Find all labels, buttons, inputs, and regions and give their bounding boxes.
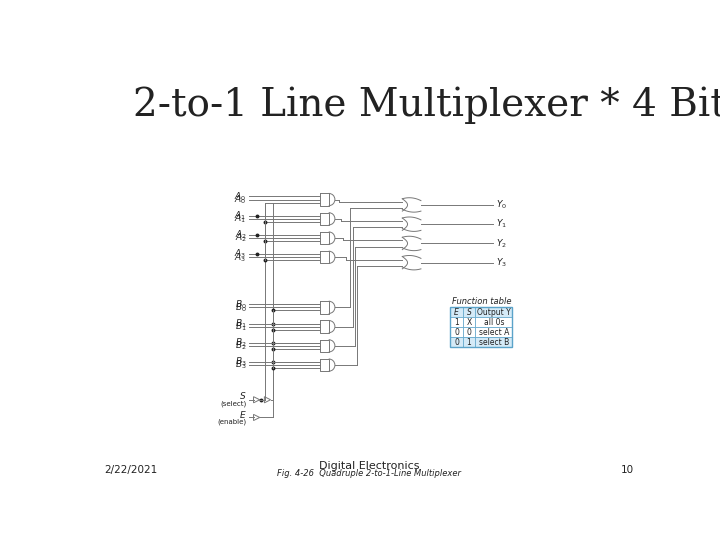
Bar <box>475 318 513 327</box>
Text: $Y_0$: $Y_0$ <box>496 199 507 211</box>
Bar <box>451 307 513 347</box>
Text: $B_2$: $B_2$ <box>235 340 246 352</box>
Text: 2/22/2021: 2/22/2021 <box>104 465 157 475</box>
Text: $A_0$: $A_0$ <box>234 193 246 206</box>
Text: (select): (select) <box>220 400 246 407</box>
Text: $A_1$: $A_1$ <box>235 210 246 222</box>
Text: $B_0$: $B_0$ <box>235 301 246 314</box>
Text: 2-to-1 Line Multiplexer * 4 Bits: 2-to-1 Line Multiplexer * 4 Bits <box>132 86 720 124</box>
Text: $A_1$: $A_1$ <box>235 213 246 225</box>
Bar <box>463 338 475 347</box>
Text: $B_0$: $B_0$ <box>235 298 246 310</box>
Text: 0: 0 <box>454 338 459 347</box>
Bar <box>451 338 463 347</box>
Text: 0: 0 <box>467 328 472 337</box>
Text: (enable): (enable) <box>217 418 246 424</box>
Bar <box>475 327 513 338</box>
Bar <box>451 327 463 338</box>
Text: X: X <box>467 318 472 327</box>
Text: select A: select A <box>479 328 509 337</box>
Text: $B_3$: $B_3$ <box>235 356 246 368</box>
Text: 0: 0 <box>454 328 459 337</box>
Text: S: S <box>467 308 472 317</box>
Text: $B_2$: $B_2$ <box>235 336 246 349</box>
Text: $Y_2$: $Y_2$ <box>496 237 507 249</box>
Text: $Y_1$: $Y_1$ <box>496 218 507 231</box>
Text: $Y_3$: $Y_3$ <box>496 256 507 269</box>
Text: $A_3$: $A_3$ <box>235 251 246 264</box>
Text: Output Y: Output Y <box>477 308 510 317</box>
Text: $A_2$: $A_2$ <box>235 229 246 241</box>
Text: $B_3$: $B_3$ <box>235 359 246 372</box>
Text: Digital Electronics: Digital Electronics <box>319 461 419 471</box>
Bar <box>463 318 475 327</box>
Bar <box>451 318 463 327</box>
Bar <box>463 307 475 318</box>
Text: $A_3$: $A_3$ <box>235 248 246 260</box>
Text: $A_0$: $A_0$ <box>234 190 246 202</box>
Text: 1: 1 <box>454 318 459 327</box>
Text: all 0s: all 0s <box>484 318 504 327</box>
Bar <box>475 338 513 347</box>
Text: Fig. 4-26  Quadruple 2-to-1-Line Multiplexer: Fig. 4-26 Quadruple 2-to-1-Line Multiple… <box>277 469 461 478</box>
Text: 1: 1 <box>467 338 472 347</box>
Bar <box>451 307 463 318</box>
Text: $B_1$: $B_1$ <box>235 320 246 333</box>
Text: select B: select B <box>479 338 509 347</box>
Text: $E$: $E$ <box>239 409 246 420</box>
Text: 10: 10 <box>621 465 634 475</box>
Text: E: E <box>454 308 459 317</box>
Text: Function table: Function table <box>451 296 511 306</box>
Text: $B_1$: $B_1$ <box>235 318 246 330</box>
Bar <box>475 307 513 318</box>
Bar <box>463 327 475 338</box>
Text: $S$: $S$ <box>239 390 246 401</box>
Text: $A_2$: $A_2$ <box>235 232 246 244</box>
